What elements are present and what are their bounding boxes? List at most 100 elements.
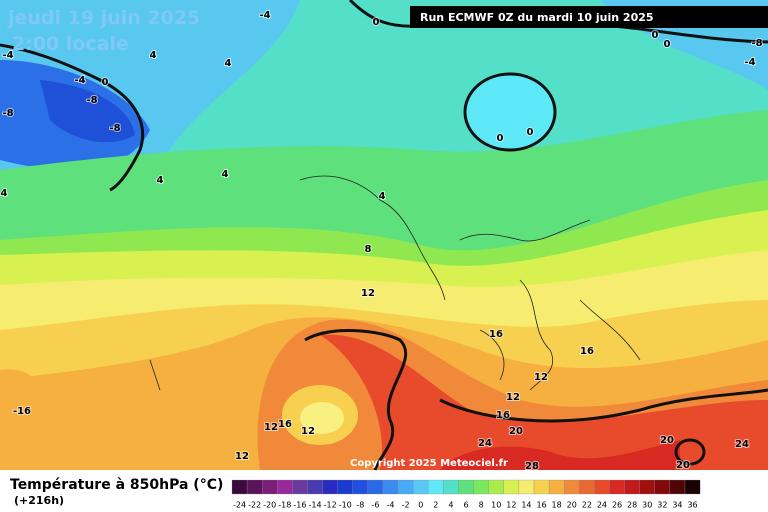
- contour-label: -4: [2, 50, 13, 61]
- contour-label: 12: [235, 451, 249, 462]
- scale-label: 36: [687, 501, 697, 510]
- contour-label: 12: [506, 392, 520, 403]
- scale-label: -12: [324, 501, 337, 510]
- contour-label: 24: [735, 439, 749, 450]
- contour-label: 24: [478, 438, 492, 449]
- scale-swatch: [292, 479, 308, 495]
- scale-label: 34: [672, 501, 682, 510]
- scale-swatch: [518, 479, 535, 495]
- contour-label: 0: [497, 133, 504, 144]
- contour-label: 0: [527, 127, 534, 138]
- contour-label: 0: [102, 77, 109, 88]
- contour-label: 4: [222, 169, 229, 180]
- contour-label: -8: [86, 95, 97, 106]
- scale-swatch: [231, 479, 248, 495]
- contour-label: -4: [744, 57, 755, 68]
- contour-label: -16: [13, 406, 31, 417]
- contour-label: 16: [580, 346, 594, 357]
- contour-label: 4: [1, 188, 8, 199]
- scale-swatch: [473, 479, 489, 495]
- contour-label: 20: [509, 426, 523, 437]
- scale-swatch: [684, 479, 701, 495]
- scale-swatch: [564, 479, 580, 495]
- contour-label: 12: [361, 288, 375, 299]
- scale-label: -2: [402, 501, 410, 510]
- contour-label: 12: [301, 426, 315, 437]
- contour-label: 16: [496, 410, 510, 421]
- temperature-field: [0, 0, 768, 470]
- scale-label: 2: [433, 501, 438, 510]
- scale-swatch: [322, 479, 338, 495]
- contour-label: -4: [259, 10, 270, 21]
- scale-swatch: [367, 479, 384, 495]
- forecast-date: jeudi 19 juin 2025: [7, 7, 200, 29]
- coastlines: [149, 175, 641, 391]
- scale-swatch: [669, 479, 686, 495]
- scale-swatch: [458, 479, 474, 495]
- contour-label: 0: [373, 17, 380, 28]
- scale-label: 10: [491, 501, 501, 510]
- copyright: Copyright 2025 Meteociel.fr: [350, 458, 508, 469]
- contour-label: 4: [150, 50, 157, 61]
- scale-swatch: [488, 479, 504, 495]
- contour-label: 28: [525, 461, 539, 472]
- scale-label: 12: [506, 501, 516, 510]
- scale-swatch: [337, 479, 353, 495]
- scale-swatch: [352, 479, 369, 495]
- scale-label: 0: [418, 501, 423, 510]
- contour-label: 12: [264, 422, 278, 433]
- scale-label: 20: [567, 501, 577, 510]
- contour-label: 4: [379, 191, 386, 202]
- contour-label: 20: [660, 435, 674, 446]
- scale-swatch: [307, 479, 323, 495]
- scale-label: -14: [309, 501, 322, 510]
- scale-swatch: [277, 479, 293, 495]
- contour-label: -8: [109, 123, 120, 134]
- contour-label: 16: [489, 329, 503, 340]
- run-info: Run ECMWF 0Z du mardi 10 juin 2025: [420, 11, 654, 24]
- scale-label: -16: [293, 501, 306, 510]
- contour-label: -8: [751, 38, 762, 49]
- scale-label: 16: [536, 501, 546, 510]
- scale-swatch: [624, 479, 640, 495]
- run-box: [410, 6, 768, 28]
- scale-label: 26: [612, 501, 622, 510]
- scale-label: -18: [278, 501, 291, 510]
- scale-label: -10: [339, 501, 352, 510]
- scale-swatch: [654, 479, 671, 495]
- contour-label: -8: [2, 108, 13, 119]
- scale-label: 18: [552, 501, 562, 510]
- scale-swatch: [262, 479, 278, 495]
- lead-time: (+216h): [14, 494, 64, 507]
- contour-label: 4: [157, 175, 164, 186]
- scale-label: 30: [642, 501, 652, 510]
- contour-label: 4: [225, 58, 232, 69]
- scale-label: -8: [356, 501, 364, 510]
- scale-swatch: [609, 479, 625, 495]
- scale-label: -20: [263, 501, 276, 510]
- scale-label: -6: [371, 501, 379, 510]
- contour-label: 0: [652, 30, 659, 41]
- scale-swatch: [503, 479, 520, 495]
- scale-label: 32: [657, 501, 667, 510]
- contour-label: 8: [365, 244, 372, 255]
- scale-swatch: [533, 479, 550, 495]
- scale-swatch: [428, 479, 444, 495]
- forecast-time: 2:00 locale: [12, 33, 129, 55]
- scale-swatch: [246, 479, 263, 495]
- scale-label: 14: [521, 501, 531, 510]
- scale-swatch: [594, 479, 610, 495]
- scale-label: -22: [248, 501, 261, 510]
- contour-label: 20: [676, 460, 690, 471]
- scale-label: 22: [582, 501, 592, 510]
- scale-label: 8: [479, 501, 484, 510]
- scale-label: 24: [597, 501, 607, 510]
- scale-label: 28: [627, 501, 637, 510]
- color-scale: -24 -22 -20 -18 -16 -14 -12 -10 -8 -6 -4 -2 0 2 4 6 8 10 1…: [231, 479, 701, 510]
- scale-label: 6: [464, 501, 469, 510]
- scale-swatch: [382, 479, 399, 495]
- scale-swatch: [443, 479, 459, 495]
- scale-label: 4: [448, 501, 453, 510]
